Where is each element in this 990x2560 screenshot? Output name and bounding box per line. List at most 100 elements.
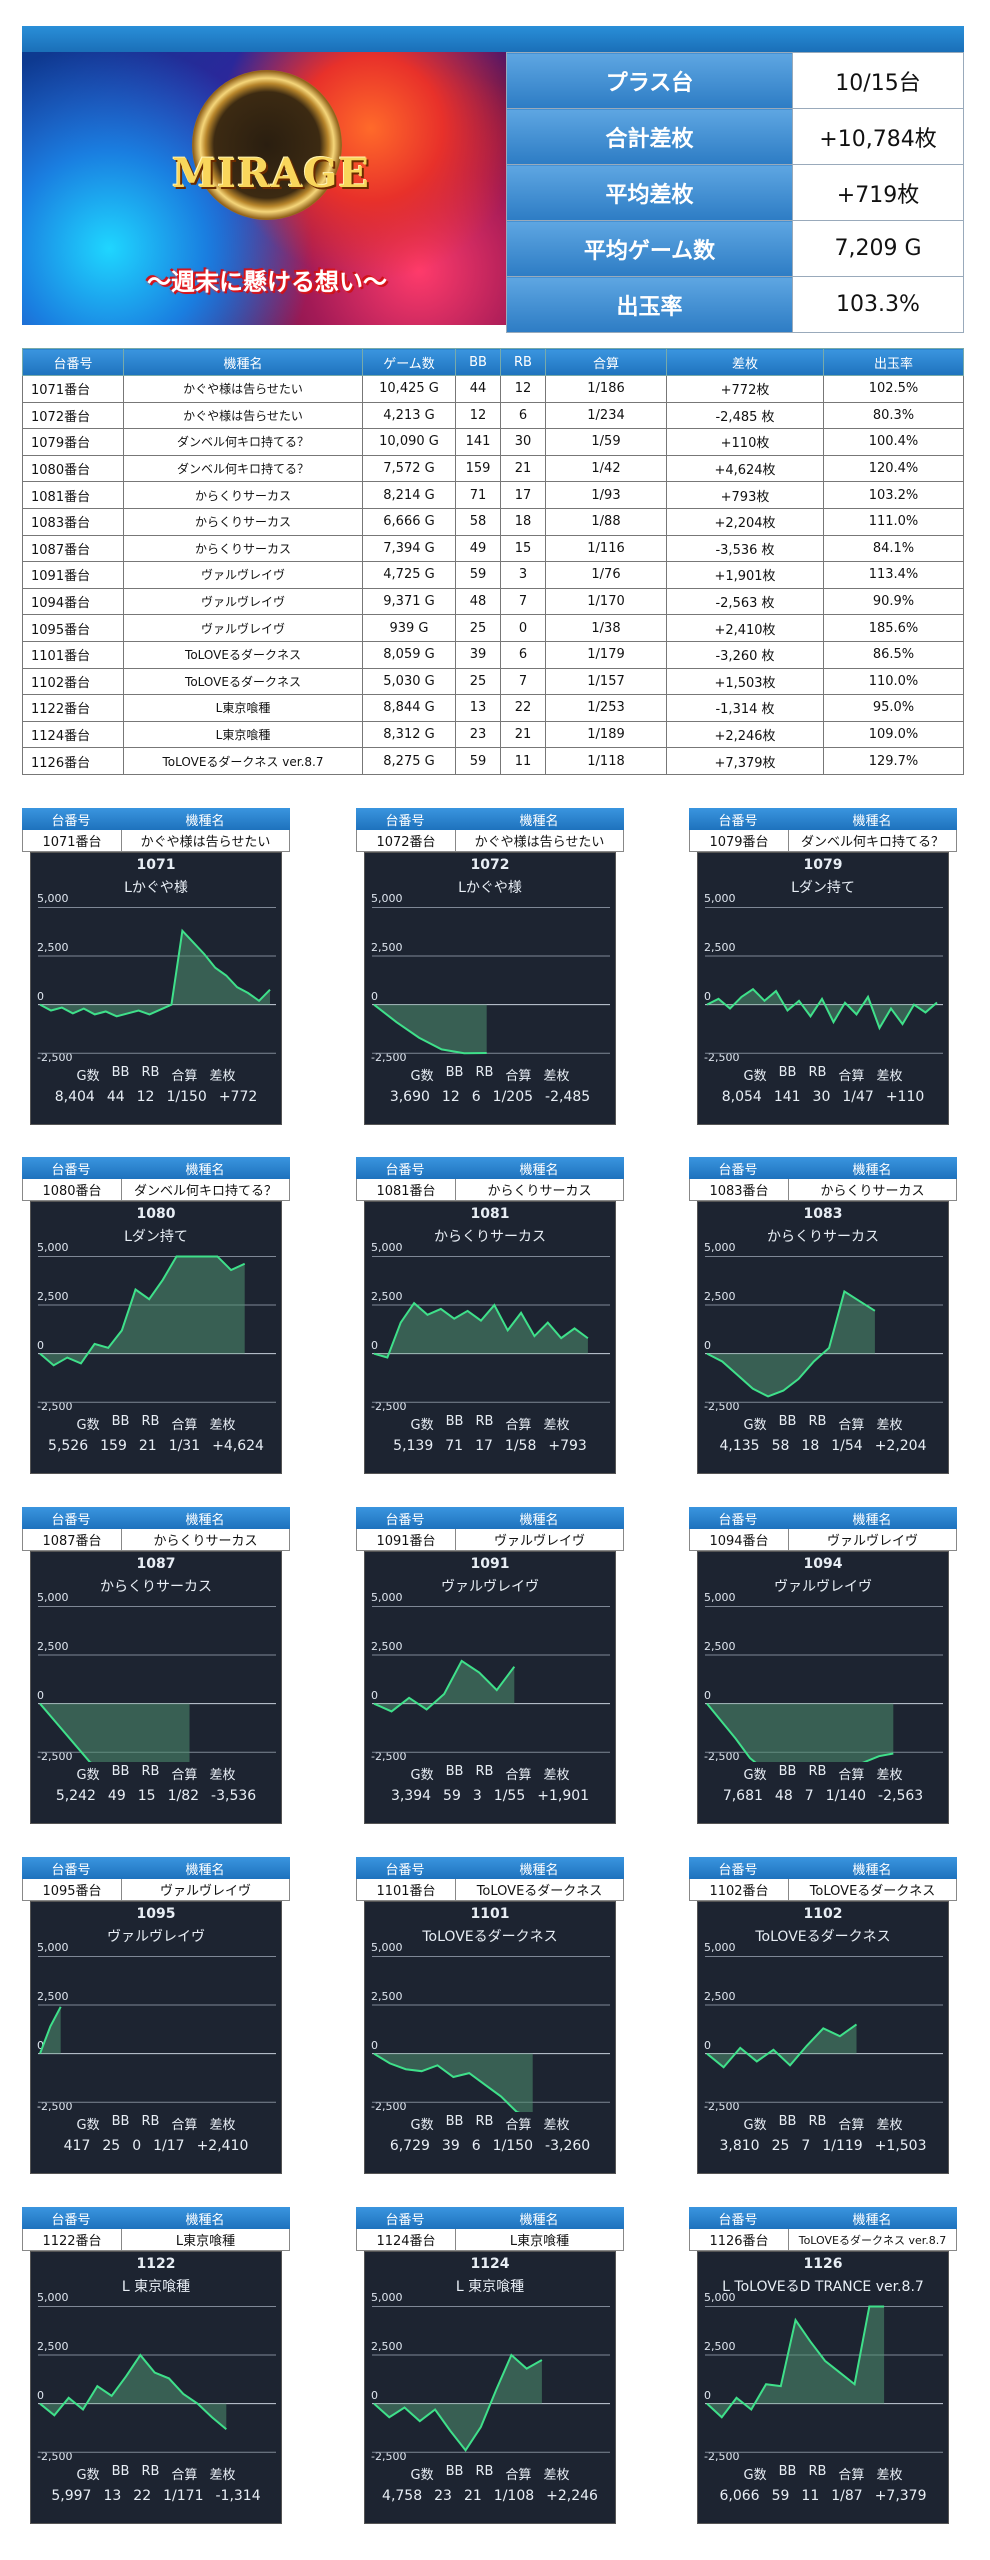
table-row: 1126番台 ToLOVEるダークネス ver.8.7 8,275 G 59 11 1/1… — [22, 747, 964, 775]
slump-area — [40, 2355, 227, 2430]
stat-label-total: 合算 — [838, 2118, 865, 2133]
stat-value-total: 1/150 — [492, 2138, 534, 2154]
stats-values: 7,681 48 7 1/140 -2,563 — [698, 1788, 948, 1804]
table-row: 1079番台 ダンベル何キロ持てる？ 10,090 G 141 30 1/59 +110枚 1… — [22, 428, 964, 456]
card-header-name: 機種名 — [519, 1162, 559, 1178]
stat-value-bb: 13 — [103, 2488, 122, 2504]
stat-label-g: G数 — [76, 2468, 100, 2483]
table-cell: 1/116 — [545, 534, 667, 563]
table-cell: 59 — [455, 747, 501, 775]
card-machine-name: ヴァルヴレイヴ — [159, 1884, 251, 1899]
table-cell: ヴァルヴレイヴ — [123, 561, 363, 589]
stats-header: G数 BB RB 合算 差枚 — [698, 1065, 948, 1084]
table-cell: 100.4% — [823, 428, 964, 456]
table-cell: からくりサーカス — [123, 481, 363, 509]
machine-card: 台番号 機種名 1122番台 L東京喰種 1122 L 東京喰種 5,000 2… — [22, 2207, 290, 2524]
graph-machine-name: からくりサーカス — [434, 1229, 546, 1245]
table-cell: 86.5% — [823, 640, 964, 669]
stat-value-bb: 12 — [441, 1089, 460, 1105]
stat-value-total: 1/54 — [831, 1438, 863, 1454]
table-cell: 7 — [500, 587, 546, 616]
graph-machine-name: ヴァルヴレイヴ — [441, 1579, 539, 1595]
slump-line — [373, 1003, 487, 1055]
card-machine-name: ヴァルヴレイヴ — [493, 1534, 585, 1549]
stat-label-g: G数 — [743, 2118, 767, 2133]
card-header: 台番号 機種名 — [689, 1507, 957, 1529]
card-machine-no: 1091番台 — [357, 1529, 456, 1550]
table-cell: 59 — [455, 561, 501, 589]
stat-label-g: G数 — [410, 1768, 434, 1783]
y-tick-2500: 2,500 — [371, 2340, 403, 2354]
stat-label-total: 合算 — [171, 2468, 198, 2483]
stat-label-rb: RB — [808, 1065, 827, 1080]
table-cell: 1122番台 — [22, 694, 124, 722]
graph-machine-name: ToLOVEるダークネス — [755, 1929, 891, 1945]
y-tick-minus-2500: -2,500 — [704, 2100, 740, 2114]
table-cell: -2,563 枚 — [666, 587, 824, 616]
mirage-banner: MIRAGE 〜週末に懸ける想い〜 — [22, 52, 506, 325]
card-machine-no: 1101番台 — [357, 1879, 456, 1900]
y-tick-minus-2500: -2,500 — [371, 2100, 407, 2114]
stat-label-bb: BB — [445, 1764, 464, 1779]
summary-value: 10/15台 — [792, 52, 964, 109]
card-header-name: 機種名 — [519, 1862, 559, 1878]
slump-line — [706, 1289, 876, 1398]
results-table: 台番号 機種名 ゲーム数 BB RB 合算 差枚 出玉率 1071番台 かぐや様は告らせたい 10… — [22, 348, 964, 775]
graph-machine-name: からくりサーカス — [100, 1579, 212, 1595]
stat-label-total: 合算 — [171, 1418, 198, 1433]
y-tick-minus-2500: -2,500 — [371, 1400, 407, 1414]
card-machine-no: 1087番台 — [23, 1529, 122, 1550]
slump-line — [39, 1703, 92, 1762]
slump-line — [39, 1255, 246, 1367]
slump-area — [707, 2306, 885, 2418]
card-info-row: 1122番台 L東京喰種 — [22, 2229, 290, 2251]
card-info-row: 1083番台 からくりサーカス — [689, 1179, 957, 1201]
stat-value-bb: 48 — [774, 1788, 793, 1804]
slump-area — [707, 1291, 875, 1397]
stats-values: 6,729 39 6 1/150 -3,260 — [365, 2138, 615, 2154]
stat-label-rb: RB — [475, 2464, 494, 2479]
slump-line — [706, 1703, 894, 1762]
card-info-row: 1091番台 ヴァルヴレイヴ — [356, 1529, 624, 1551]
card-header-no: 台番号 — [51, 1162, 91, 1178]
table-cell: 7,394 G — [362, 534, 456, 563]
table-cell: 1/76 — [545, 561, 667, 589]
table-cell: 1/93 — [545, 481, 667, 509]
graph-svg — [38, 1605, 276, 1762]
machine-card: 台番号 機種名 1081番台 からくりサーカス 1081 からくりサーカス 5,… — [356, 1157, 624, 1474]
stat-value-g: 5,997 — [51, 2488, 92, 2504]
table-cell: +2,246枚 — [666, 720, 824, 749]
stats-values: 3,394 59 3 1/55 +1,901 — [365, 1788, 615, 1804]
slump-line — [39, 928, 271, 1018]
table-cell: 80.3% — [823, 401, 964, 430]
stat-label-total: 合算 — [505, 2468, 532, 2483]
machine-card: 台番号 機種名 1072番台 かぐや様は告らせたい 1072 Lかぐや様 5,0… — [356, 808, 624, 1125]
stat-label-g: G数 — [410, 2468, 434, 2483]
stat-label-rb: RB — [475, 2114, 494, 2129]
stat-value-total: 1/87 — [831, 2488, 863, 2504]
stats-values: 5,526 159 21 1/31 +4,624 — [31, 1438, 281, 1454]
stat-value-g: 8,404 — [54, 1089, 95, 1105]
stat-value-diff: +2,410 — [196, 2138, 249, 2154]
slump-graph: 1083 からくりサーカス 5,000 2,500 0 -2,500 G数 BB… — [697, 1201, 949, 1474]
stat-value-bb: 49 — [107, 1788, 126, 1804]
slump-graph: 1071 Lかぐや様 5,000 2,500 0 -2,500 G数 BB RB… — [30, 852, 282, 1125]
graph-svg — [372, 1255, 610, 1403]
summary-value: +10,784枚 — [792, 108, 964, 165]
card-header-no: 台番号 — [51, 2212, 91, 2228]
table-cell: -2,485 枚 — [666, 401, 824, 430]
slump-graph: 1072 Lかぐや様 5,000 2,500 0 -2,500 G数 BB RB… — [364, 852, 616, 1125]
y-tick-5000: 5,000 — [37, 2291, 69, 2305]
table-cell: -3,260 枚 — [666, 640, 824, 669]
y-tick-0: 0 — [37, 1338, 44, 1352]
table-cell: 15 — [500, 534, 546, 563]
stat-label-rb: RB — [808, 1414, 827, 1429]
y-tick-5000: 5,000 — [704, 892, 736, 906]
graph-machine-name: L 東京喰種 — [121, 2279, 191, 2295]
table-row: 1094番台 ヴァルヴレイヴ 9,371 G 48 7 1/170 -2,563 枚 90.9… — [22, 587, 964, 616]
table-cell: 185.6% — [823, 614, 964, 642]
graph-machine-name: ヴァルヴレイヴ — [107, 1929, 205, 1945]
machine-card: 台番号 機種名 1091番台 ヴァルヴレイヴ 1091 ヴァルヴレイヴ 5,00… — [356, 1507, 624, 1824]
card-header-no: 台番号 — [51, 1862, 91, 1878]
table-cell: 48 — [455, 587, 501, 616]
